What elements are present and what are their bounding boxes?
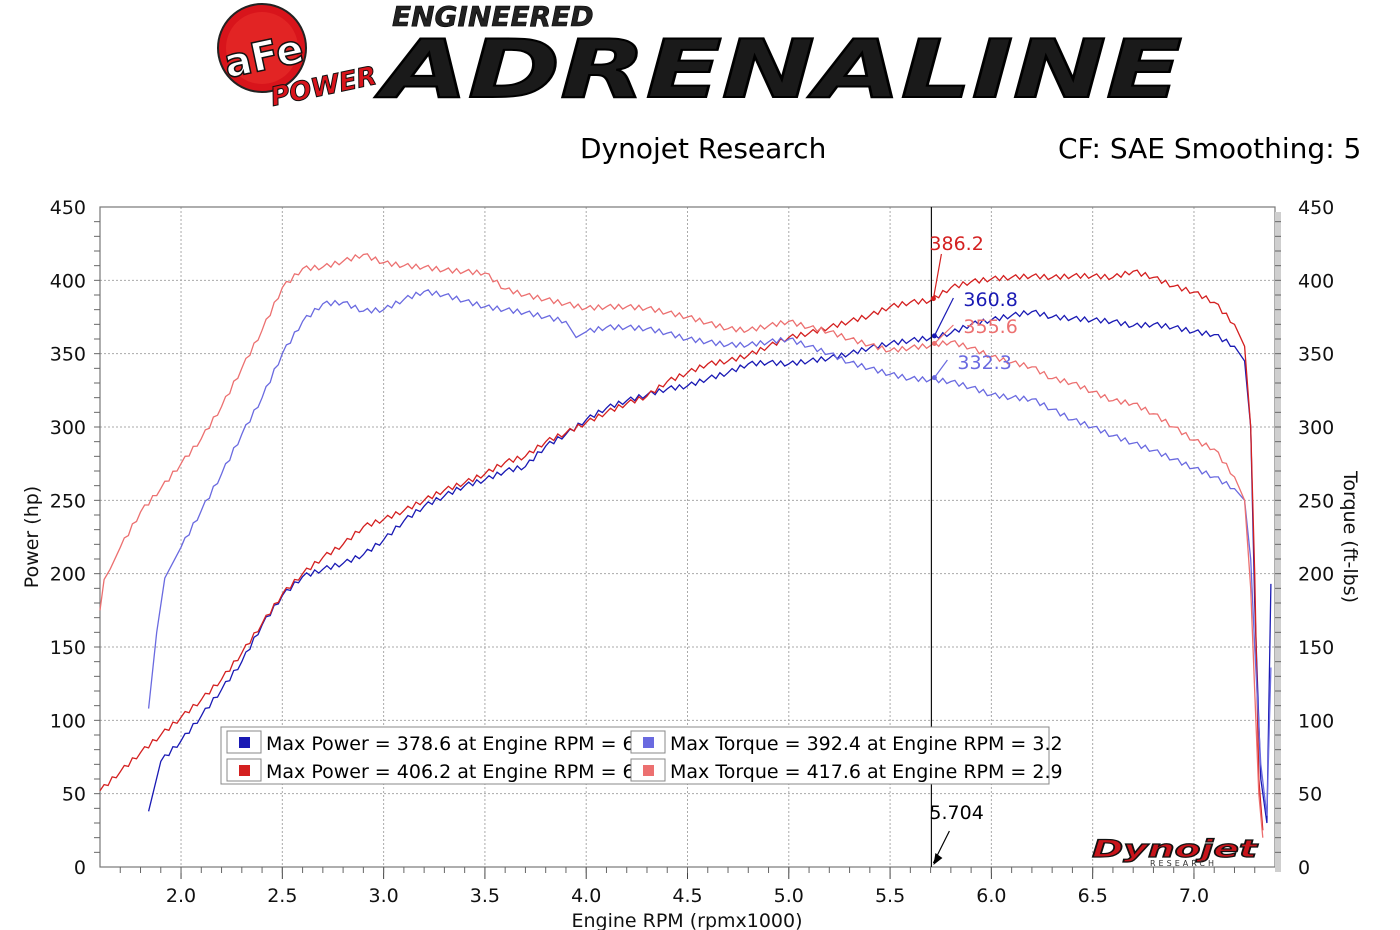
dynojet-logo-sub: RESEARCH [1150, 859, 1217, 868]
legend-swatch-0 [239, 737, 250, 748]
x-tick-label-1: 2.5 [267, 885, 297, 907]
series-line-3 [99, 253, 1264, 838]
y-axis-right-label: Torque (ft-lbs) [1339, 470, 1361, 603]
dynojet-logo: Dynojet RESEARCH [1091, 834, 1260, 868]
y-right-tick-label-6: 300 [1298, 417, 1334, 439]
series-lines [99, 253, 1272, 838]
y-right-tick-label-1: 50 [1298, 784, 1322, 806]
series-line-2 [147, 289, 1272, 816]
y-right-tick-label-0: 0 [1298, 857, 1310, 879]
y-left-tick-label-3: 150 [50, 637, 86, 659]
legend-swatch-3 [643, 765, 654, 776]
tagline-adrenaline: ADRENALINE [374, 23, 1182, 110]
y-left-tick-label-7: 350 [50, 344, 86, 366]
peak-arrow-2 [933, 324, 954, 344]
x-tick-label-10: 7.0 [1179, 885, 1209, 907]
x-tick-label-2: 3.0 [369, 885, 399, 907]
x-tick-label-7: 5.5 [875, 885, 905, 907]
peak-label-1: 360.8 [963, 289, 1017, 311]
chart-right-title: CF: SAE Smoothing: 5 [1058, 132, 1362, 165]
legend-swatch-1 [239, 765, 250, 776]
peak-arrowhead-1 [931, 333, 937, 339]
legend-entry-1: Max Power = 406.2 at Engine RPM = 6.7 [266, 761, 653, 783]
tagline-engineered: ENGINEERED [392, 0, 594, 33]
peak-label-0: 386.2 [929, 233, 983, 255]
x-tick-label-0: 2.0 [166, 885, 196, 907]
chart-center-title: Dynojet Research [580, 132, 827, 165]
series-line-0 [147, 309, 1272, 824]
y-left-tick-label-8: 400 [50, 270, 86, 292]
y-right-tick-label-8: 400 [1298, 270, 1334, 292]
y-left-tick-label-0: 0 [74, 857, 86, 879]
y-left-tick-label-6: 300 [50, 417, 86, 439]
legend-entry-0: Max Power = 378.6 at Engine RPM = 6.2 [266, 733, 653, 755]
y-right-tick-label-3: 150 [1298, 637, 1334, 659]
x-axis-label: Engine RPM (rpmx1000) [571, 910, 802, 930]
peak-label-3: 332.3 [957, 352, 1011, 374]
y-right-tick-label-5: 250 [1298, 490, 1334, 512]
x-tick-label-8: 6.0 [976, 885, 1006, 907]
peak-arrow-3 [933, 359, 948, 378]
series-line-1 [99, 269, 1264, 831]
peak-arrowhead-3 [931, 375, 937, 381]
x-tick-label-5: 4.5 [672, 885, 702, 907]
peak-arrowhead-0 [930, 296, 936, 302]
chart-grid [100, 207, 1275, 867]
dynojet-logo-text: Dynojet [1092, 835, 1259, 863]
tick-labels: 2.0 2.5 3.0 3.5 4.0 4.5 5.0 5.5 6.0 6.5 7.0 0 0 50 50 1… [50, 197, 1335, 907]
afe-badge-text: aFe [220, 26, 308, 88]
plot-shadow-right [1275, 212, 1281, 872]
legend-entry-3: Max Torque = 417.6 at Engine RPM = 2.9 [670, 761, 1063, 783]
x-tick-label-9: 6.5 [1078, 885, 1108, 907]
x-tick-label-4: 4.0 [571, 885, 601, 907]
y-left-tick-label-9: 450 [50, 197, 86, 219]
y-right-tick-label-4: 200 [1298, 564, 1334, 586]
y-right-tick-label-9: 450 [1298, 197, 1334, 219]
x-tick-label-3: 3.5 [470, 885, 500, 907]
peak-arrow-0 [932, 253, 943, 299]
y-left-tick-label-2: 100 [50, 710, 86, 732]
minor-ticks [94, 221, 1281, 879]
y-left-tick-label-5: 250 [50, 490, 86, 512]
y-left-tick-label-1: 50 [62, 784, 86, 806]
afe-adrenaline-logo: aFe POWER ENGINEERED ADRENALINE [217, 0, 1183, 110]
x-tick-label-6: 5.0 [774, 885, 804, 907]
y-right-tick-label-2: 100 [1298, 710, 1334, 732]
annotations: 5.704 386.2 360.8 355.6 332.3 [929, 233, 1018, 865]
y-right-tick-label-7: 350 [1298, 344, 1334, 366]
cursor-value-label: 5.704 [929, 802, 983, 824]
legend-swatch-2 [643, 737, 654, 748]
peak-arrow-1 [933, 297, 954, 337]
y-axis-left-label: Power (hp) [21, 486, 43, 588]
peak-arrowhead-2 [931, 340, 937, 346]
peak-label-2: 355.6 [963, 316, 1017, 338]
legend-entry-2: Max Torque = 392.4 at Engine RPM = 3.2 [670, 733, 1063, 755]
y-left-tick-label-4: 200 [50, 564, 86, 586]
cursor-arrowhead [933, 853, 943, 865]
legend: Max Power = 378.6 at Engine RPM = 6.2 Max… [220, 726, 1063, 785]
